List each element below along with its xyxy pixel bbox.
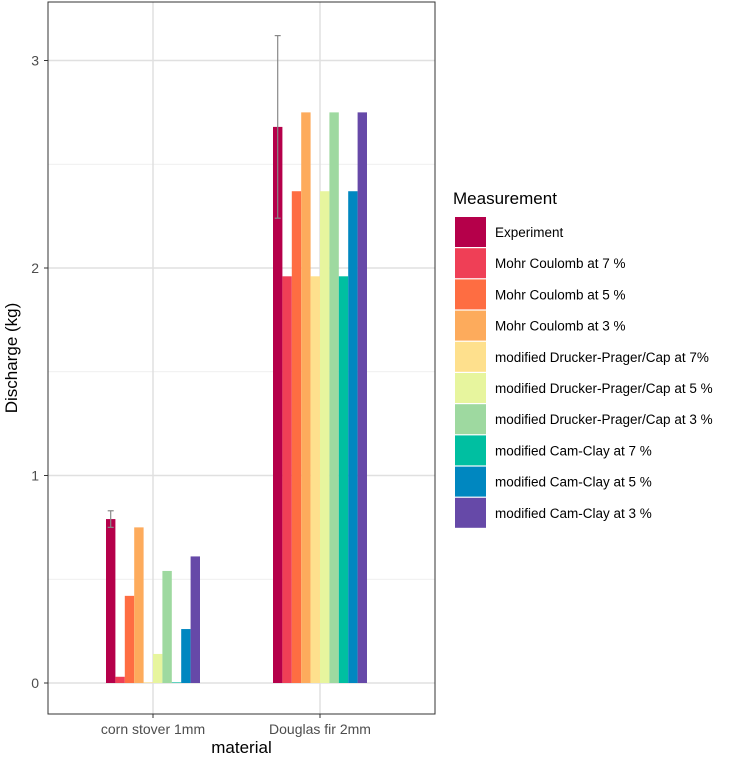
- bar: [143, 682, 153, 683]
- legend-key: [455, 279, 486, 310]
- y-tick-label: 2: [31, 260, 39, 276]
- bar: [106, 519, 116, 683]
- bar: [338, 276, 349, 683]
- legend-key: [455, 466, 486, 497]
- legend-label: modified Drucker-Prager/Cap at 5 %: [495, 381, 713, 396]
- legend-key: [455, 497, 486, 528]
- legend-label: modified Cam-Clay at 3 %: [495, 506, 652, 521]
- bars-group: [106, 112, 367, 683]
- plot-panel-border: [47, 1, 436, 715]
- legend-label: modified Drucker-Prager/Cap at 3 %: [495, 412, 713, 427]
- x-axis-title: material: [211, 738, 271, 757]
- y-axis-title: Discharge (kg): [2, 303, 21, 414]
- bar: [301, 112, 311, 683]
- legend-label: Mohr Coulomb at 7 %: [495, 256, 626, 271]
- error-bars-group: [107, 34, 281, 528]
- y-tick-label: 3: [31, 53, 39, 69]
- legend-label: modified Cam-Clay at 7 %: [495, 443, 652, 458]
- y-tick-label: 1: [31, 468, 39, 484]
- legend-label: Mohr Coulomb at 3 %: [495, 319, 626, 334]
- legend-label: modified Cam-Clay at 5 %: [495, 475, 652, 490]
- bar: [162, 570, 172, 683]
- legend-key: [455, 435, 486, 466]
- bar: [171, 682, 182, 683]
- bar: [153, 653, 163, 683]
- bar: [357, 112, 367, 683]
- bar: [348, 191, 358, 683]
- bar: [124, 595, 135, 683]
- legend-key: [455, 248, 486, 279]
- bar: [190, 556, 200, 683]
- bar: [115, 676, 125, 683]
- legend-key: [455, 404, 486, 435]
- bar: [181, 629, 191, 683]
- bar: [134, 527, 144, 683]
- legend-key: [455, 217, 486, 247]
- legend-label: modified Drucker-Prager/Cap at 7%: [495, 350, 709, 365]
- x-axis-ticks: corn stover 1mm Douglas fir 2mm: [101, 714, 371, 737]
- y-axis-ticks: 0 1 2 3: [31, 53, 48, 691]
- legend: Measurement Experiment Mohr Coulomb at 7 …: [453, 189, 713, 528]
- bar: [291, 191, 302, 683]
- legend-key: [455, 310, 486, 341]
- legend-title: Measurement: [453, 189, 557, 208]
- bar: [282, 276, 292, 683]
- legend-key: [455, 341, 486, 372]
- y-tick-label: 0: [31, 675, 39, 691]
- legend-key: [455, 373, 486, 403]
- x-tick-label: corn stover 1mm: [101, 721, 205, 737]
- legend-label: Mohr Coulomb at 5 %: [495, 287, 626, 302]
- bar: [320, 191, 330, 683]
- bar: [329, 112, 339, 683]
- bar: [310, 276, 320, 683]
- x-tick-label: Douglas fir 2mm: [269, 721, 371, 737]
- bar: [273, 126, 283, 683]
- legend-label: Experiment: [495, 225, 564, 240]
